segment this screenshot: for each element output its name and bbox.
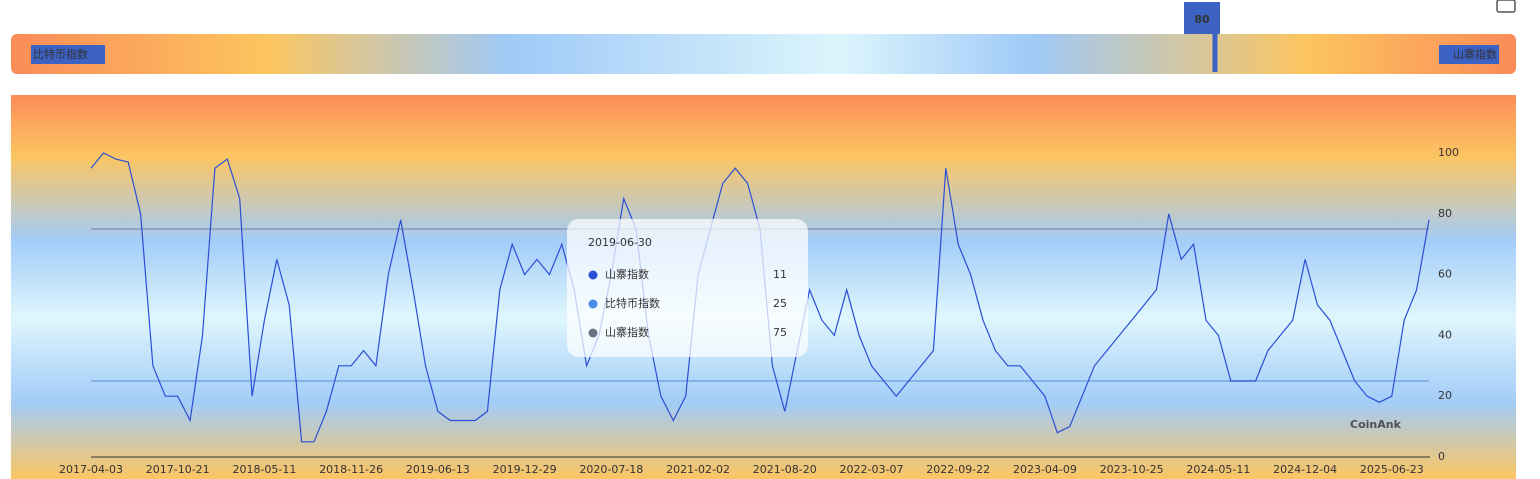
visual-map: 比特币指数 山寨指数 80 [31, 2, 1499, 72]
tooltip-name: 比特币指数 [605, 296, 660, 310]
y-tick-label: 80 [1438, 207, 1452, 220]
y-tick-label: 20 [1438, 389, 1452, 402]
tooltip-marker [588, 328, 598, 338]
x-tick-label: 2024-12-04 [1273, 463, 1337, 476]
visual-map-low: 比特币指数 [33, 47, 88, 61]
x-tick-label: 2025-06-23 [1360, 463, 1424, 476]
tooltip-marker [588, 299, 598, 309]
visual-map-bar[interactable] [11, 34, 1516, 74]
x-tick-label: 2020-07-18 [579, 463, 643, 476]
tooltip-name: 山寨指数 [605, 325, 649, 339]
tooltip-value: 11 [773, 268, 787, 281]
tooltip-name: 山寨指数 [605, 267, 649, 281]
x-tick-label: 2021-08-20 [753, 463, 817, 476]
tooltip-value: 75 [773, 326, 787, 339]
x-tick-label: 2021-02-02 [666, 463, 730, 476]
x-tick-label: 2024-05-11 [1186, 463, 1250, 476]
y-tick-label: 60 [1438, 268, 1452, 281]
x-tick-label: 2023-04-09 [1013, 463, 1077, 476]
label-bg [31, 45, 105, 64]
x-tick-label: 2019-06-13 [406, 463, 470, 476]
x-tick-label: 2017-10-21 [146, 463, 210, 476]
x-tick-label: 2017-04-03 [59, 463, 123, 476]
plot: 0 20 40 60 80 100 2017-04-03 2017-10-21 2018-05-… [59, 146, 1459, 476]
y-tick-label: 40 [1438, 328, 1452, 341]
handle-label: 80 [1194, 13, 1210, 26]
tooltip-box [567, 219, 808, 357]
handle-label-bg [1184, 2, 1220, 34]
label-bg [1439, 45, 1499, 64]
handle-bar [1212, 30, 1218, 72]
x-tick-label: 2023-10-25 [1100, 463, 1164, 476]
tooltip-date: 2019-06-30 [588, 236, 652, 249]
y-tick-label: 0 [1438, 450, 1445, 463]
x-tick-label: 2022-09-22 [926, 463, 990, 476]
y-tick-label: 100 [1438, 146, 1459, 159]
tooltip-marker [588, 270, 598, 280]
x-tick-label: 2018-05-11 [232, 463, 296, 476]
watermark: CoinAnk [1350, 418, 1402, 431]
x-tick-label: 2022-03-07 [840, 463, 904, 476]
save-icon[interactable] [1496, 0, 1516, 13]
x-tick-label: 2018-11-26 [319, 463, 383, 476]
visual-map-high: 山寨指数 [1453, 47, 1497, 61]
tooltip: 2019-06-30 山寨指数 11 比特币指数 25 山寨指数 75 [567, 219, 808, 357]
tooltip-value: 25 [773, 297, 787, 310]
x-tick-label: 2019-12-29 [493, 463, 557, 476]
